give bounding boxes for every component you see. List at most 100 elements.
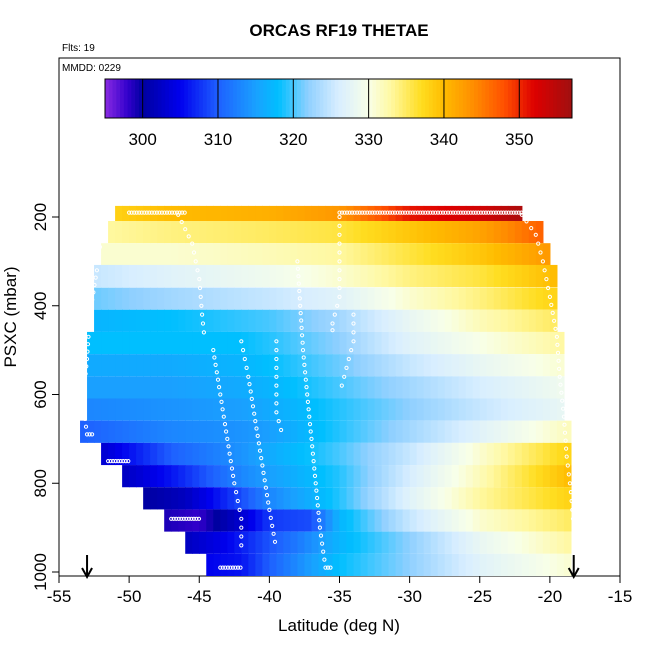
- heatmap-cell: [549, 442, 558, 466]
- heatmap-cell: [150, 465, 158, 488]
- heatmap-cell: [521, 243, 530, 266]
- colorbar-swatch: [353, 79, 358, 118]
- heatmap-cell: [283, 243, 292, 266]
- heatmap-cell: [234, 398, 242, 421]
- heatmap-cell: [549, 354, 558, 377]
- heatmap-cell: [437, 331, 446, 355]
- heatmap-cell: [346, 376, 355, 399]
- track-point: [347, 210, 352, 215]
- heatmap-cell: [472, 442, 481, 466]
- heatmap-cell: [129, 465, 137, 488]
- heatmap-cell: [297, 398, 306, 421]
- heatmap-cell: [451, 398, 460, 421]
- heatmap-cell: [437, 243, 446, 266]
- heatmap-cell: [381, 376, 390, 399]
- heatmap-cell: [178, 264, 186, 288]
- track-point: [337, 259, 342, 264]
- heatmap-cell: [339, 420, 348, 443]
- colorbar-swatch: [364, 79, 370, 118]
- track-point: [425, 210, 430, 215]
- heatmap-cell: [283, 220, 292, 244]
- heatmap-cell: [388, 465, 397, 488]
- heatmap-cell: [528, 553, 537, 576]
- heatmap-cell: [227, 553, 235, 576]
- heatmap-cell: [94, 376, 102, 399]
- heatmap-cell: [521, 531, 530, 554]
- heatmap-cell: [248, 487, 256, 510]
- colorbar-swatch: [504, 79, 509, 118]
- heatmap-cell: [437, 465, 446, 488]
- track-point: [116, 459, 121, 464]
- x-tick-label: -40: [257, 587, 282, 606]
- heatmap-cell: [388, 220, 397, 244]
- heatmap-cell: [220, 531, 228, 554]
- heatmap-cell: [87, 331, 95, 355]
- heatmap-cell: [227, 331, 235, 355]
- heatmap-cell: [451, 465, 460, 488]
- heatmap-cell: [143, 398, 151, 421]
- heatmap-cell: [234, 287, 242, 310]
- heatmap-cell: [290, 331, 299, 355]
- colorbar-swatch: [142, 79, 147, 118]
- heatmap-cell: [346, 465, 355, 488]
- heatmap-cell: [269, 243, 277, 266]
- heatmap-cell: [332, 264, 341, 288]
- heatmap-cell: [444, 243, 453, 266]
- track-point: [405, 210, 410, 215]
- colorbar-swatch: [123, 79, 129, 118]
- heatmap-cell: [458, 287, 467, 310]
- heatmap-cell: [430, 531, 439, 554]
- track-point: [554, 334, 560, 339]
- colorbar-swatch: [406, 79, 411, 118]
- heatmap-cell: [479, 243, 488, 266]
- heatmap-cell: [192, 287, 200, 310]
- heatmap-cell: [451, 264, 460, 288]
- heatmap-cell: [262, 487, 270, 510]
- track-point: [223, 565, 228, 570]
- colorbar-swatch: [131, 79, 136, 118]
- heatmap-cell: [150, 243, 158, 266]
- track-point: [345, 210, 350, 215]
- heatmap-cell: [171, 442, 179, 466]
- heatmap-cell: [472, 243, 481, 266]
- heatmap-cell: [122, 376, 130, 399]
- heatmap-cell: [360, 354, 369, 377]
- track-point: [176, 516, 181, 521]
- track-point: [377, 210, 382, 215]
- track-point: [471, 210, 476, 215]
- heatmap-cell: [479, 287, 488, 310]
- track-point: [81, 393, 86, 399]
- heatmap-cell: [318, 531, 327, 554]
- track-point: [296, 274, 301, 279]
- heatmap-cell: [178, 420, 186, 443]
- heatmap-cell: [283, 264, 292, 288]
- colorbar-swatch: [387, 79, 392, 118]
- heatmap-cell: [241, 465, 249, 488]
- track-point: [244, 365, 249, 370]
- heatmap-cell: [255, 553, 263, 576]
- track-point: [181, 516, 186, 521]
- heatmap-cell: [206, 465, 214, 488]
- heatmap-cell: [185, 287, 193, 310]
- heatmap-cell: [206, 531, 214, 554]
- heatmap-cell: [290, 205, 299, 223]
- track-point: [250, 404, 256, 409]
- heatmap-cell: [108, 243, 116, 266]
- track-point: [351, 321, 356, 326]
- heatmap-cell: [290, 465, 299, 488]
- heatmap-cell: [437, 553, 446, 576]
- heatmap-cell: [206, 420, 214, 443]
- heatmap-cell: [353, 331, 362, 355]
- colorbar-swatch: [293, 79, 298, 118]
- heatmap-cell: [430, 509, 439, 532]
- track-point: [274, 383, 279, 388]
- heatmap-cell: [472, 465, 481, 488]
- heatmap-cell: [213, 509, 221, 532]
- track-point: [198, 294, 203, 299]
- heatmap-cell: [472, 287, 481, 310]
- heatmap-cell: [535, 220, 544, 244]
- track-point: [200, 321, 206, 326]
- colorbar-swatch: [481, 79, 486, 118]
- heatmap-cell: [234, 309, 242, 332]
- heatmap-cell: [395, 354, 404, 377]
